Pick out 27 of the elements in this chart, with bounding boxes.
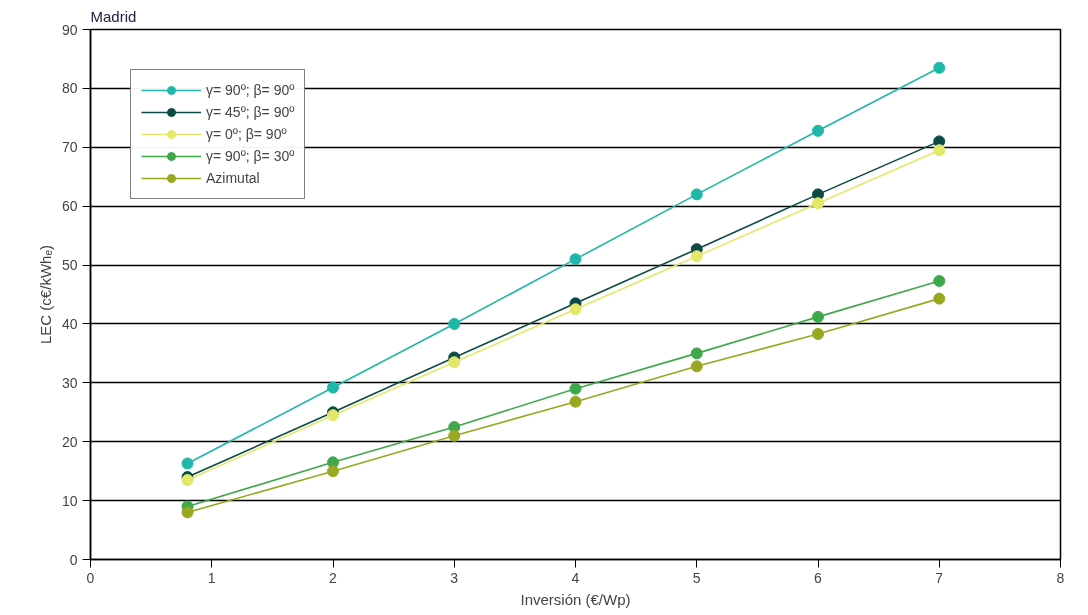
x-tick-label: 2 [329, 569, 338, 586]
x-tick-label: 4 [571, 569, 580, 586]
x-tick-label: 6 [814, 569, 823, 586]
y-tick-label: 20 [61, 433, 78, 450]
legend-label: γ= 45º; β= 90º [206, 104, 295, 120]
x-tick-label: 3 [450, 569, 459, 586]
x-tick-label: 0 [86, 569, 95, 586]
y-tick-label: 50 [61, 257, 78, 274]
chart-title: Madrid [90, 7, 137, 25]
y-axis-title: LEC (c€/kWhₑ) [36, 245, 54, 344]
x-tick-label: 1 [207, 569, 216, 586]
y-tick-label: 0 [69, 551, 78, 568]
legend-label: γ= 0º; β= 90º [206, 126, 287, 142]
legend-label: γ= 90º; β= 30º [206, 148, 295, 164]
y-tick-label: 60 [61, 198, 78, 215]
y-tick-label: 10 [61, 492, 78, 509]
x-tick-label: 8 [1056, 569, 1065, 586]
y-tick-label: 90 [61, 21, 78, 38]
x-tick-label: 7 [935, 569, 944, 586]
y-tick-label: 80 [61, 80, 78, 97]
y-tick-label: 40 [61, 315, 78, 332]
x-tick-label: 5 [692, 569, 701, 586]
x-axis-title: Inversión (€/Wp) [520, 590, 631, 608]
y-tick-label: 30 [61, 374, 78, 391]
legend-label: γ= 90º; β= 90º [206, 82, 295, 98]
legend-label: Azimutal [206, 170, 260, 186]
y-tick-label: 70 [61, 139, 78, 156]
